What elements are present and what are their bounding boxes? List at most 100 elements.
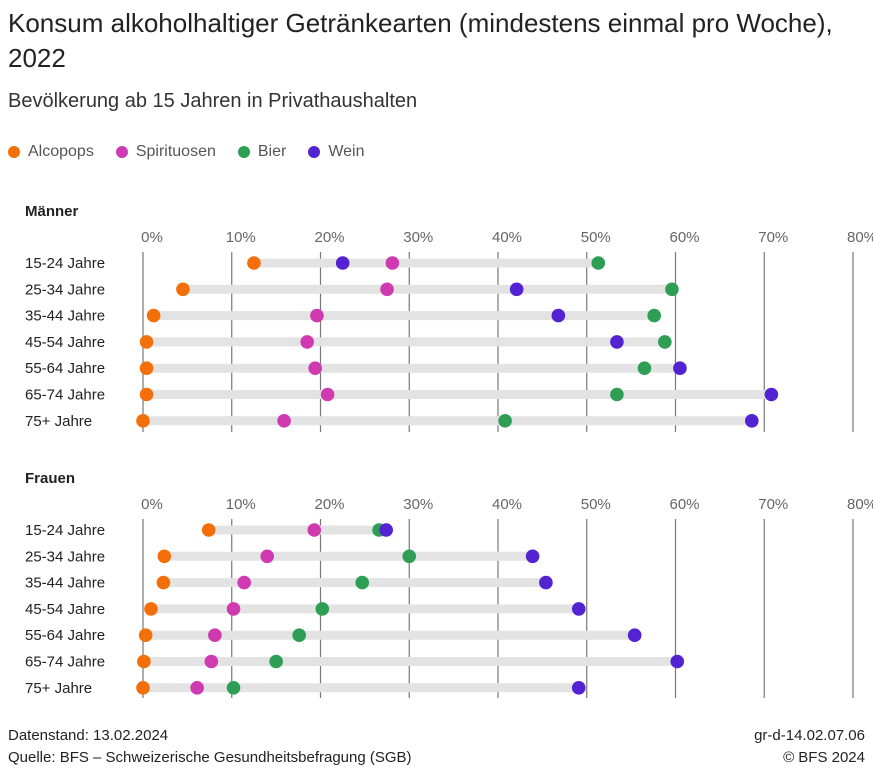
data-point-wein <box>379 523 393 537</box>
data-point-wein <box>539 575 553 590</box>
panel-title: Männer <box>25 203 79 220</box>
data-point-alcopops <box>176 282 190 297</box>
data-point-alcopops <box>139 361 154 376</box>
data-point-wein <box>627 628 642 642</box>
data-point-bier <box>647 308 661 323</box>
data-date: Datenstand: 13.02.2024 <box>8 727 169 744</box>
data-point-bier <box>637 361 652 376</box>
data-point-alcopops <box>139 335 154 349</box>
data-point-wein <box>610 335 624 349</box>
data-point-alcopops <box>136 681 150 695</box>
data-point-alcopops <box>247 256 261 270</box>
data-point-bier <box>355 575 370 590</box>
x-tick-label: 10% <box>226 496 256 513</box>
data-point-spirituosen <box>307 523 322 537</box>
source: Quelle: BFS – Schweizerische Gesundheits… <box>8 749 412 766</box>
category-label: 35-44 Jahre <box>25 575 105 592</box>
x-tick-label: 80% <box>847 496 873 513</box>
data-point-spirituosen <box>204 654 219 669</box>
data-point-spirituosen <box>260 549 275 564</box>
x-tick-label: 20% <box>314 229 344 246</box>
data-point-wein <box>571 681 586 695</box>
data-point-wein <box>670 654 685 669</box>
category-label: 15-24 Jahre <box>25 255 105 272</box>
category-label: 45-54 Jahre <box>25 334 105 351</box>
data-point-alcopops <box>144 602 158 616</box>
chart-id: gr-d-14.02.07.06 <box>754 727 865 744</box>
data-point-spirituosen <box>277 414 291 428</box>
data-point-alcopops <box>138 628 153 642</box>
legend-marker <box>8 146 20 158</box>
data-point-spirituosen <box>237 575 251 590</box>
legend: Alcopops Spirituosen Bier Wein <box>8 143 365 161</box>
category-label: 55-64 Jahre <box>25 360 105 377</box>
data-point-spirituosen <box>226 602 241 616</box>
data-point-wein <box>509 282 524 297</box>
legend-label: Bier <box>257 143 287 160</box>
data-point-spirituosen <box>310 308 324 323</box>
category-label: 15-24 Jahre <box>25 522 105 539</box>
x-tick-label: 50% <box>581 229 611 246</box>
data-point-wein <box>525 549 540 564</box>
data-point-alcopops <box>157 549 172 564</box>
data-point-spirituosen <box>380 282 394 297</box>
data-point-alcopops <box>156 575 171 590</box>
data-point-bier <box>226 681 241 695</box>
data-point-wein <box>764 387 779 402</box>
legend-item: Bier <box>237 143 287 161</box>
x-tick-label: 40% <box>492 229 522 246</box>
category-label: 45-54 Jahre <box>25 601 105 618</box>
x-tick-label: 60% <box>669 229 699 246</box>
chart-title: Konsum alkoholhaltiger Getränkearten (mi… <box>8 8 833 73</box>
data-point-bier <box>402 549 417 564</box>
x-tick-label: 0% <box>141 229 163 246</box>
category-label: 75+ Jahre <box>25 680 92 697</box>
data-point-bier <box>269 654 283 669</box>
data-point-spirituosen <box>208 628 222 642</box>
data-point-bier <box>610 387 624 402</box>
data-point-bier <box>658 335 672 349</box>
data-point-wein <box>551 308 566 323</box>
legend-item: Wein <box>308 143 365 161</box>
data-point-bier <box>591 256 606 270</box>
x-tick-label: 70% <box>758 496 788 513</box>
x-tick-label: 30% <box>403 229 433 246</box>
legend-item: Alcopops <box>8 143 94 161</box>
data-point-bier <box>665 282 679 297</box>
chart-subtitle: Bevölkerung ab 15 Jahren in Privathausha… <box>8 90 418 112</box>
x-tick-label: 20% <box>314 496 344 513</box>
x-tick-label: 30% <box>403 496 433 513</box>
data-point-spirituosen <box>385 256 400 270</box>
data-point-wein <box>745 414 759 428</box>
data-point-bier <box>292 628 307 642</box>
data-point-bier <box>315 602 330 616</box>
data-point-alcopops <box>139 387 154 402</box>
category-label: 65-74 Jahre <box>25 387 105 404</box>
legend-item: Spirituosen <box>115 143 216 161</box>
category-label: 25-34 Jahre <box>25 281 105 298</box>
data-point-alcopops <box>136 414 150 428</box>
data-point-alcopops <box>137 654 151 669</box>
data-point-spirituosen <box>308 361 322 376</box>
data-point-spirituosen <box>320 387 335 402</box>
x-tick-label: 70% <box>758 229 788 246</box>
category-label: 25-34 Jahre <box>25 548 105 565</box>
copyright: © BFS 2024 <box>783 749 865 766</box>
category-label: 65-74 Jahre <box>25 654 105 671</box>
panel-title: Frauen <box>25 470 75 487</box>
data-point-spirituosen <box>190 681 204 695</box>
x-tick-label: 80% <box>847 229 873 246</box>
category-label: 35-44 Jahre <box>25 308 105 325</box>
legend-marker <box>308 146 321 158</box>
legend-label: Wein <box>328 143 365 160</box>
x-tick-label: 10% <box>226 229 256 246</box>
data-point-wein <box>673 361 687 376</box>
category-label: 55-64 Jahre <box>25 627 105 644</box>
data-point-wein <box>335 256 350 270</box>
category-label: 75+ Jahre <box>25 413 92 430</box>
legend-marker <box>115 146 128 158</box>
legend-label: Spirituosen <box>135 143 216 160</box>
data-point-wein <box>571 602 586 616</box>
data-point-spirituosen <box>300 335 314 349</box>
